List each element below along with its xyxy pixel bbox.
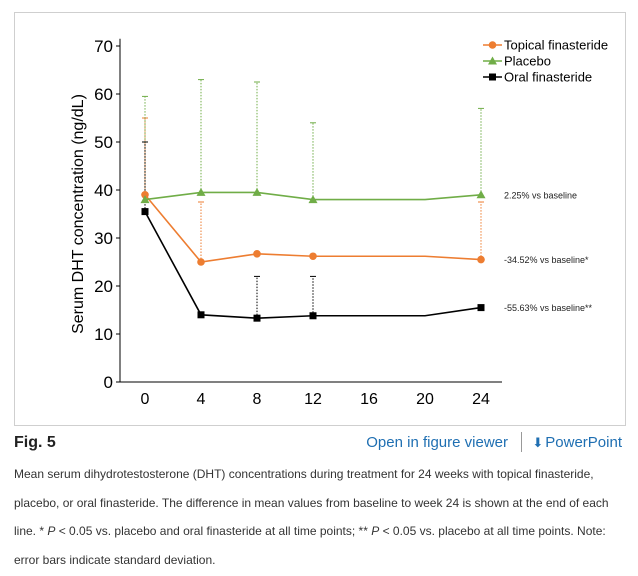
x-tick-label: 20 (416, 391, 434, 408)
chart: 0 10 20 30 40 50 60 70 0 4 8 12 16 20 24 Serum DHT conc… (70, 37, 608, 408)
series-annotation: -55.63% vs baseline** (504, 303, 593, 313)
data-point (309, 252, 317, 261)
legend-marker (488, 56, 497, 65)
y-tick-label: 20 (94, 277, 113, 296)
data-point (141, 191, 149, 199)
data-point (477, 255, 485, 264)
y-tick-label: 70 (94, 37, 113, 56)
y-tick-label: 60 (94, 85, 113, 104)
data-point (196, 187, 206, 196)
data-point (197, 258, 205, 266)
series-annotation: -34.52% vs baseline* (504, 255, 589, 265)
figure-caption: Mean serum dihydrotestosterone (DHT) con… (14, 460, 620, 574)
link-divider (521, 432, 522, 452)
powerpoint-label: PowerPoint (545, 434, 622, 451)
y-tick-label: 0 (104, 373, 113, 392)
x-tick-label: 12 (304, 391, 322, 408)
data-point (308, 195, 318, 204)
series-annotation: 2.25% vs baseline (504, 190, 577, 200)
y-tick-label: 50 (94, 133, 113, 152)
caption-p-value-1: P (47, 524, 56, 538)
x-tick-label: 8 (253, 391, 262, 408)
y-tick-label: 30 (94, 229, 113, 248)
y-axis-label: Serum DHT concentration (ng/dL) (70, 94, 87, 334)
legend-marker (488, 41, 497, 49)
x-tick-label: 24 (472, 391, 490, 408)
legend-marker (489, 73, 496, 81)
legend-label: Placebo (504, 54, 551, 69)
figure-label: Fig. 5 (14, 434, 56, 451)
x-tick-label: 4 (197, 391, 206, 408)
data-point (252, 187, 262, 196)
download-icon: ⬇ (532, 435, 544, 450)
x-tick-label: 0 (141, 391, 150, 408)
series-line (144, 211, 482, 319)
series-line (144, 194, 482, 263)
data-point (477, 304, 485, 312)
y-tick-label: 10 (94, 325, 113, 344)
y-tick-label: 40 (94, 181, 113, 200)
figure-toolbar: Fig. 5 Open in figure viewer ⬇ PowerPoint (14, 430, 626, 458)
caption-part-1: Mean serum dihydrotestosterone (DHT) con… (14, 467, 609, 538)
open-in-figure-viewer-link[interactable]: Open in figure viewer (366, 434, 508, 451)
data-point (309, 312, 317, 320)
caption-p-value-2: P (371, 524, 380, 538)
powerpoint-link[interactable]: ⬇ PowerPoint (532, 434, 622, 451)
figure-panel: 0 10 20 30 40 50 60 70 0 4 8 12 16 20 24 Serum DHT conc… (14, 12, 626, 426)
data-point (253, 314, 261, 322)
caption-part-3: < 0.05 vs. placebo at all time points. N… (14, 524, 606, 567)
x-tick-label: 16 (360, 391, 378, 408)
data-point (253, 250, 261, 258)
caption-part-2: < 0.05 vs. placebo and oral finasteride … (55, 524, 372, 538)
legend-label: Oral finasteride (504, 70, 592, 85)
data-point (141, 208, 149, 216)
legend-label: Topical finasteride (504, 38, 608, 53)
data-point (140, 195, 150, 204)
data-point (476, 190, 486, 199)
data-point (197, 311, 205, 319)
